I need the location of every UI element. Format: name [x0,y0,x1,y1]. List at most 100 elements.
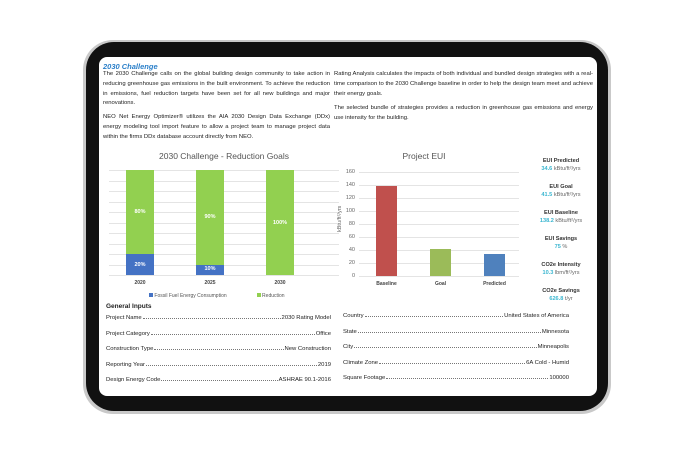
input-value: 2030 Rating Model [281,315,331,321]
eui-chart-title: Project EUI [402,151,446,161]
stat-eui-predicted: EUI Predicted 34.6 kBtu/ft²/yrs [526,158,596,172]
bar-fossil-fuel-energy-consumption [126,254,154,275]
input-value: Minnesota [541,328,569,335]
stat-unit: kBtu/ft²/yrs [555,218,583,224]
y-tick-label: 100 [345,208,355,214]
stat-number: 10.3 [542,270,554,276]
stat-number: 75 [554,244,561,250]
dot-leader [145,361,317,366]
bar-reduction [266,170,294,275]
y-tick-label: 0 [351,273,355,279]
input-label: Climate Zone [343,359,379,366]
input-row-state: State Minnesota [343,328,569,335]
x-tick-label: 2020 [134,280,146,286]
gridline [359,224,519,225]
input-value: Minneapolis [537,344,569,350]
bar-reduction [196,170,224,265]
gridline [109,191,339,192]
gridline [359,198,519,199]
general-inputs-title: General Inputs [106,303,152,310]
bar-predicted [484,253,505,276]
stat-unit: % [562,244,568,250]
stat-value: 138.2 kBtu/ft²/yrs [526,218,596,224]
y-tick-label: 160 [345,169,355,175]
stat-label: EUI Predicted [542,158,580,164]
input-row-construction-type: Construction Type New Construction [106,345,331,352]
stat-unit: lbm/ft²/yrs [554,270,580,276]
input-row-square-footage: Square Footage 100000 [343,374,569,381]
legend-fossil: Fossil Fuel Energy Consumption [149,293,227,299]
dot-leader [379,359,526,364]
stat-number: 41.5 [541,192,553,198]
gridline [109,243,339,245]
data-label: 10% [204,266,216,272]
x-tick-label: Baseline [376,281,397,287]
input-row-country: Country United States of America [343,312,569,319]
gridline [109,212,339,213]
bar-reduction [126,170,154,254]
dot-leader [150,330,315,335]
gridline [109,264,339,266]
input-value: Office [315,330,331,337]
input-row-reporting-year: Reporting Year 2019 [106,361,331,368]
stat-value: 10.3 lbm/ft²/yrs [526,270,596,276]
x-tick-label: 2030 [274,280,286,286]
input-label: Design Energy Code [106,377,161,383]
x-tick-label: Predicted [483,281,506,287]
input-label: Square Footage [343,375,386,381]
stat-number: 34.6 [541,166,553,172]
input-value: New Construction [284,346,332,352]
input-label: Project Category [106,330,150,337]
dot-leader [154,345,284,350]
gridline [109,233,339,234]
legend-reduction: Reduction [256,293,285,299]
input-row-design-energy-code: Design Energy Code ASHRAE 90.1-2016 [106,376,331,383]
dot-leader [354,343,537,348]
input-value: United States of America [504,313,569,319]
bar-fossil-fuel-energy-consumption [196,264,224,275]
stat-eui-savings: EUI Savings 75 % [526,236,596,250]
input-label: Country [343,313,364,319]
gridline [359,276,519,277]
input-row-project-name: Project Name 2030 Rating Model [106,314,331,321]
data-label: 20% [134,261,146,268]
x-tick-label: 2025 [204,280,216,286]
stat-number: 626.8 [549,296,564,302]
page-title: 2030 Challenge [103,62,158,71]
gridline [359,237,519,238]
stat-unit: kBtu/ft²/yrs [553,192,581,198]
data-label: 100% [272,219,288,226]
y-tick-label: 40 [348,247,355,253]
stat-label: CO2e Intensity [541,262,581,268]
dot-leader [142,314,281,319]
stat-label: EUI Savings [544,236,578,242]
bar-baseline [376,186,397,276]
input-value: 100000 [549,375,569,381]
input-label: State [343,328,357,335]
gridline [109,170,339,171]
gridline [109,254,339,255]
stat-co2e-intensity: CO2e Intensity 10.3 lbm/ft²/yrs [526,262,596,276]
stat-eui-goal: EUI Goal 41.5 kBtu/ft²/yrs [526,184,596,198]
stat-value: 75 % [526,244,596,250]
stat-eui-baseline: EUI Baseline 138.2 kBtu/ft²/yrs [526,210,596,224]
intro-paragraph: The 2030 Challenge calls on the global b… [103,71,330,107]
y-tick-label: 60 [348,234,355,240]
y-tick-label: 20 [348,260,355,266]
y-tick-label: 80 [348,221,355,227]
gridline [109,201,339,203]
gridline [109,275,339,276]
input-row-project-category: Project Category Office [106,330,331,337]
y-tick-label: 140 [345,182,355,188]
input-value: 6A Cold - Humid [526,359,569,366]
stat-number: 138.2 [539,218,554,224]
input-row-climate-zone: Climate Zone 6A Cold - Humid [343,359,569,366]
reduction-chart-legend: Fossil Fuel Energy Consumption Reduction [149,293,285,299]
stat-value: 34.6 kBtu/ft²/yrs [526,166,596,172]
gridline [359,172,519,173]
input-value: ASHRAE 90.1-2016 [278,377,331,383]
stat-co2e-savings: CO2e Savings 626.8 t/yr [526,288,596,302]
stat-unit: t/yr [564,296,573,302]
dot-leader [161,376,278,381]
input-label: Project Name [106,315,142,321]
